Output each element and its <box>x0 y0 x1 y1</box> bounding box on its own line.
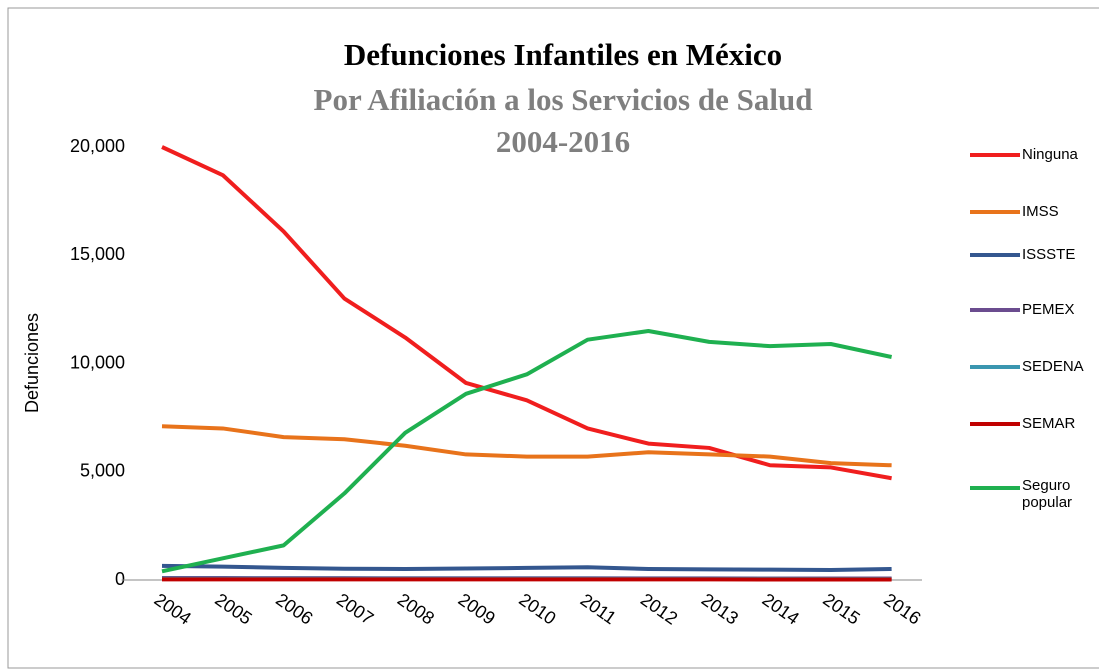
y-tick-label: 10,000 <box>70 352 125 372</box>
y-tick-label: 15,000 <box>70 244 125 264</box>
y-axis-label: Defunciones <box>22 313 42 413</box>
legend-label: Seguro popular <box>1022 477 1075 511</box>
series-line <box>161 563 892 573</box>
series-line <box>161 329 893 574</box>
legend-label: SEMAR <box>1022 415 1076 432</box>
y-tick-label: 5,000 <box>80 461 125 481</box>
y-tick-label: 20,000 <box>70 136 125 156</box>
chart-subtitle: Por Afiliación a los Servicios de Salud <box>314 82 813 117</box>
chart-border <box>7 7 1099 669</box>
legend-label: ISSSTE <box>1022 246 1075 263</box>
chart-title: Defunciones Infantiles en México <box>344 37 782 72</box>
series-line <box>161 145 892 481</box>
legend-label: IMSS <box>1022 203 1059 220</box>
y-tick-label: 0 <box>115 569 125 589</box>
legend-label: PEMEX <box>1022 301 1075 318</box>
series-line <box>161 424 892 468</box>
legend-label: Ninguna <box>1022 146 1079 163</box>
legend-label: SEDENA <box>1022 358 1084 375</box>
chart-subtitle: 2004-2016 <box>496 124 630 159</box>
